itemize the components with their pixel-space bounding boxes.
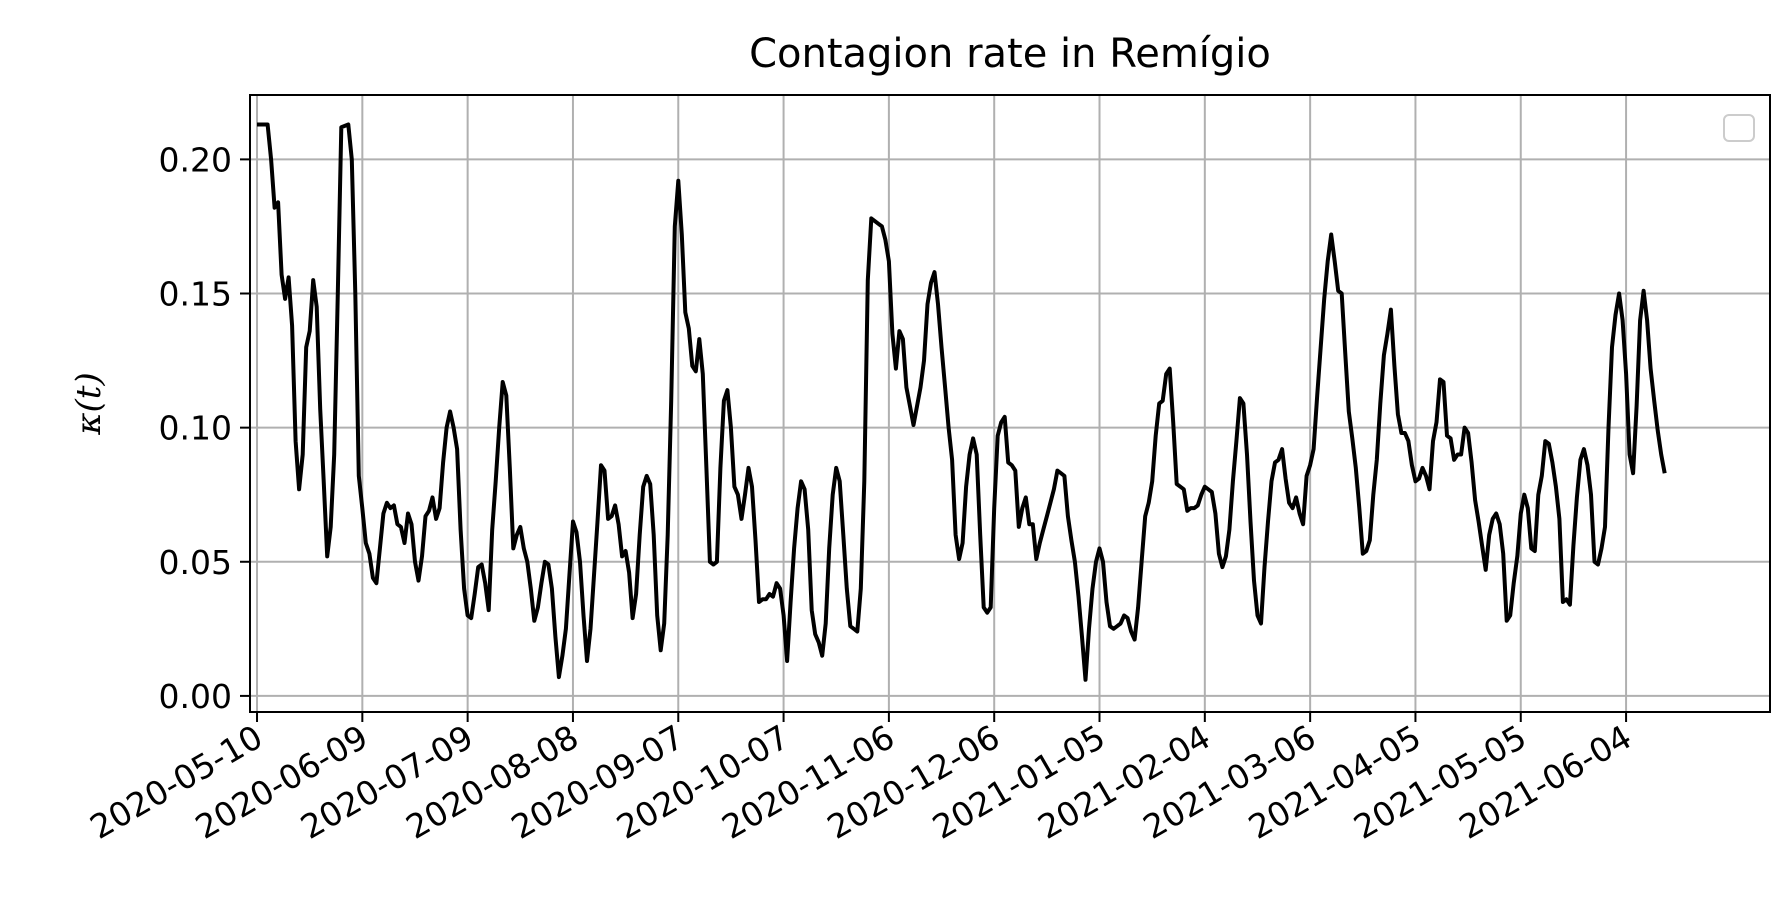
y-axis: 0.00 0.05 0.10 0.15 0.20 [159,140,250,716]
chart-title: Contagion rate in Remígio [749,31,1271,77]
y-tick-label: 0.05 [159,543,232,582]
y-tick-label: 0.10 [159,409,232,448]
x-axis: 2020-05-102020-06-092020-07-092020-08-08… [83,712,1638,847]
series-layer [257,122,1667,682]
plot-frame [249,94,1771,713]
grid [250,95,1770,712]
legend [1723,114,1755,142]
series-line-0 [257,122,1667,682]
y-tick-label: 0.15 [159,275,232,314]
y-tick-label: 0.00 [159,677,232,716]
y-axis-label: κ(t) [69,372,109,436]
y-tick-label: 0.20 [159,140,232,179]
